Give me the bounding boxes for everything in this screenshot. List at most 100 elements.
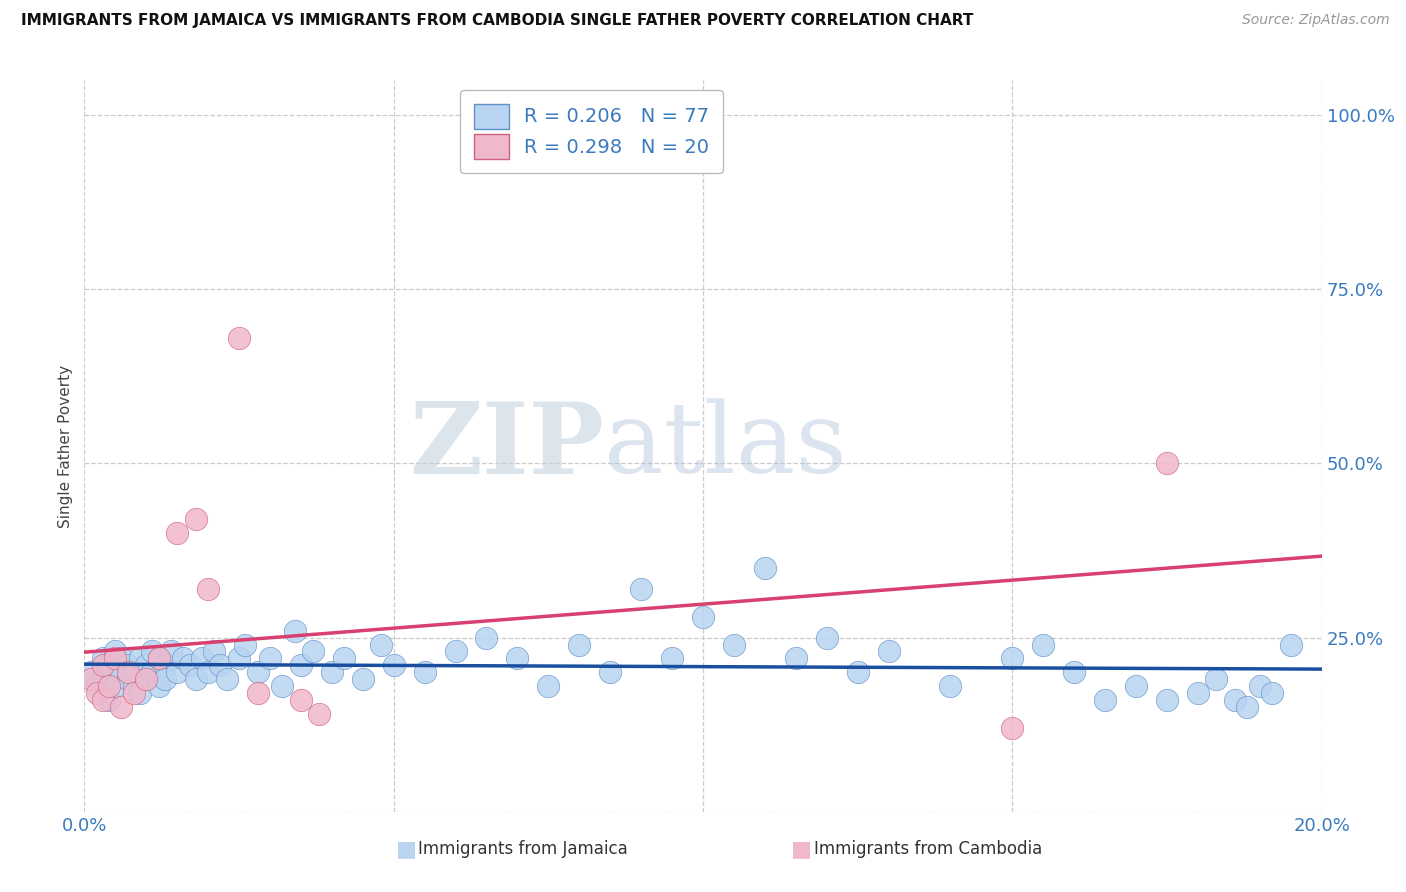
Point: [135, 658, 157, 673]
Point: [148, 679, 170, 693]
Point: [1001, 721, 1024, 735]
Point: [86, 679, 108, 693]
Point: [104, 644, 127, 658]
Point: [506, 651, 529, 665]
Point: [568, 638, 591, 652]
Point: [228, 331, 250, 345]
Point: [122, 686, 145, 700]
Point: [370, 638, 392, 652]
Point: [284, 624, 307, 638]
Point: [877, 644, 900, 658]
Point: [197, 582, 219, 596]
Text: Immigrants from Cambodia: Immigrants from Cambodia: [814, 840, 1043, 858]
Point: [86, 686, 108, 700]
Point: [153, 658, 176, 673]
Point: [308, 707, 330, 722]
Point: [215, 673, 238, 687]
Point: [153, 673, 176, 687]
Point: [135, 673, 157, 687]
Point: [785, 651, 807, 665]
Point: [79, 673, 101, 687]
Point: [91, 693, 114, 707]
Text: Source: ZipAtlas.com: Source: ZipAtlas.com: [1241, 13, 1389, 28]
Point: [475, 631, 498, 645]
Point: [333, 651, 356, 665]
Point: [1001, 651, 1024, 665]
Text: ZIP: ZIP: [409, 398, 605, 494]
Point: [184, 673, 207, 687]
Point: [191, 651, 214, 665]
Point: [91, 651, 114, 665]
Point: [1094, 693, 1116, 707]
Point: [444, 644, 467, 658]
Point: [184, 512, 207, 526]
Point: [723, 638, 745, 652]
Point: [846, 665, 869, 680]
Point: [98, 693, 121, 707]
Text: ■: ■: [792, 839, 813, 859]
Y-axis label: Single Father Poverty: Single Father Poverty: [58, 365, 73, 527]
Point: [321, 665, 343, 680]
Point: [122, 665, 145, 680]
Point: [1249, 679, 1271, 693]
Point: [630, 582, 652, 596]
Point: [1063, 665, 1085, 680]
Point: [166, 665, 188, 680]
Point: [104, 651, 127, 665]
Point: [599, 665, 621, 680]
Point: [1156, 457, 1178, 471]
Point: [79, 665, 101, 680]
Point: [228, 651, 250, 665]
Point: [117, 658, 139, 673]
Point: [1236, 700, 1258, 714]
Point: [91, 673, 114, 687]
Point: [754, 561, 776, 575]
Point: [246, 686, 269, 700]
Text: IMMIGRANTS FROM JAMAICA VS IMMIGRANTS FROM CAMBODIA SINGLE FATHER POVERTY CORREL: IMMIGRANTS FROM JAMAICA VS IMMIGRANTS FR…: [21, 13, 973, 29]
Point: [1279, 638, 1302, 652]
Text: atlas: atlas: [605, 398, 846, 494]
Point: [246, 665, 269, 680]
Point: [382, 658, 405, 673]
Point: [290, 693, 312, 707]
Point: [197, 665, 219, 680]
Point: [91, 658, 114, 673]
Point: [179, 658, 201, 673]
Point: [98, 679, 121, 693]
Point: [172, 651, 194, 665]
Point: [202, 644, 225, 658]
Point: [271, 679, 294, 693]
Text: Immigrants from Jamaica: Immigrants from Jamaica: [419, 840, 628, 858]
Point: [352, 673, 374, 687]
Point: [98, 658, 121, 673]
Point: [815, 631, 838, 645]
Point: [413, 665, 436, 680]
Point: [160, 644, 183, 658]
Text: ■: ■: [395, 839, 416, 859]
Point: [166, 526, 188, 541]
Point: [1032, 638, 1054, 652]
Point: [117, 673, 139, 687]
Legend: R = 0.206   N = 77, R = 0.298   N = 20: R = 0.206 N = 77, R = 0.298 N = 20: [460, 90, 723, 173]
Point: [104, 679, 127, 693]
Point: [939, 679, 962, 693]
Point: [1205, 673, 1227, 687]
Point: [110, 665, 132, 680]
Point: [692, 609, 714, 624]
Point: [141, 644, 163, 658]
Point: [290, 658, 312, 673]
Point: [661, 651, 683, 665]
Point: [1261, 686, 1284, 700]
Point: [122, 679, 145, 693]
Point: [110, 700, 132, 714]
Point: [233, 638, 256, 652]
Point: [259, 651, 281, 665]
Point: [129, 651, 152, 665]
Point: [148, 651, 170, 665]
Point: [141, 665, 163, 680]
Point: [537, 679, 560, 693]
Point: [117, 665, 139, 680]
Point: [1125, 679, 1147, 693]
Point: [1223, 693, 1246, 707]
Point: [209, 658, 232, 673]
